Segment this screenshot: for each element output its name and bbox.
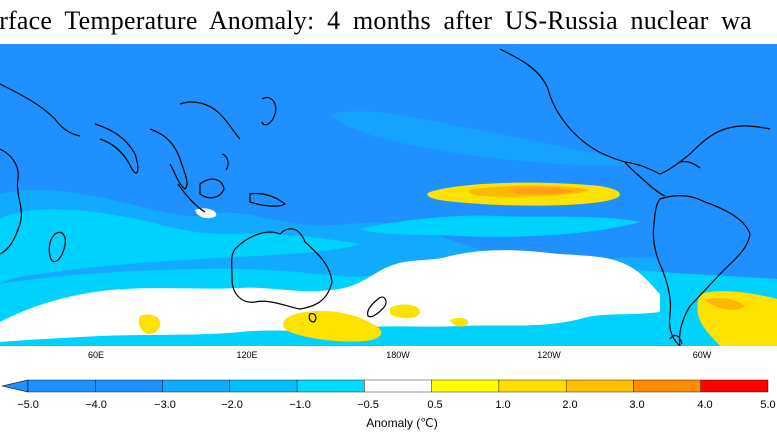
colorbar-tick-label: 3.0: [629, 399, 645, 411]
coast-new-zealand: [367, 296, 387, 318]
coast-japan: [261, 96, 277, 126]
colorbar-tick-label: −2.0: [221, 399, 243, 411]
lon-label-120e: 120E: [236, 350, 258, 360]
warm-patch-south-1: [283, 310, 382, 342]
neutral-area-indian: [195, 208, 217, 219]
coastlines: [0, 48, 771, 346]
coast-australia: [231, 228, 333, 310]
colorbar-segment: [700, 379, 769, 393]
coast-caribbean: [679, 160, 701, 169]
coast-north-america: [499, 48, 771, 175]
coast-antarctic-peninsula: [669, 334, 683, 345]
lon-label-180w: 180W: [386, 350, 410, 360]
colorbar-tick-label: 1.0: [495, 399, 511, 411]
colorbar-segment: [27, 379, 96, 393]
warm-patch-south-4: [450, 317, 469, 327]
lon-label-60w: 60W: [692, 350, 712, 360]
colorbar-tick-label: −3.0: [154, 399, 176, 411]
colorbar: [1, 379, 769, 393]
anomaly-map: [0, 44, 777, 346]
coast-central-america: [624, 161, 666, 197]
coast-indochina: [149, 128, 188, 190]
colorbar-tick-label: 2.0: [562, 399, 578, 411]
colorbar-tick-label: −0.5: [357, 399, 379, 411]
cold-light-band-indian: [0, 209, 360, 284]
colorbar-segment: [431, 379, 500, 393]
map-canvas: [0, 44, 777, 346]
colorbar-title: Anomaly (℃): [366, 416, 438, 430]
warm-patch-east-strong: [705, 298, 745, 310]
cold-light-patch-pacific: [360, 215, 640, 237]
colorbar-tick-label: −4.0: [85, 399, 107, 411]
colorbar-tick-label: 0.5: [427, 399, 443, 411]
warm-patch-south-3: [390, 304, 420, 319]
warm-patch-pacific-core: [510, 187, 575, 195]
coast-africa: [0, 148, 22, 255]
colorbar-tick-label: 5.0: [760, 399, 776, 411]
coast-new-guinea: [249, 192, 287, 207]
colorbar-tick-label: 4.0: [697, 399, 713, 411]
coast-arabia: [0, 83, 81, 137]
colorbar-segment: [229, 379, 298, 393]
coast-madagascar: [48, 231, 66, 263]
colorbar-segment: [565, 379, 634, 393]
colorbar-tick-label: −5.0: [17, 399, 39, 411]
colorbar-segment: [633, 379, 701, 393]
cold-mid-north-pacific: [330, 111, 640, 166]
colorbar-segment: [296, 379, 365, 393]
colorbar-segment: [364, 379, 432, 393]
coast-south-america: [652, 195, 751, 346]
colorbar-segment: [162, 379, 231, 393]
coast-india: [94, 123, 139, 174]
colorbar-segment: [95, 379, 163, 393]
lon-label-120w: 120W: [537, 350, 561, 360]
colorbar-segment: [498, 379, 567, 393]
warm-patch-south-2: [138, 314, 161, 335]
coast-tasmania: [308, 313, 317, 323]
coast-philippines: [221, 153, 229, 171]
colorbar-tick-label: −1.0: [289, 399, 311, 411]
colorbar-segments: [1, 379, 769, 393]
colorbar-arrow-left: [1, 379, 29, 393]
map-title: urface Temperature Anomaly: 4 months aft…: [0, 6, 752, 35]
lon-label-60e: 60E: [87, 350, 105, 360]
neutral-area-south: [0, 250, 660, 342]
coast-borneo: [199, 178, 225, 199]
coast-sumatra: [177, 183, 206, 213]
coast-china: [179, 101, 241, 140]
